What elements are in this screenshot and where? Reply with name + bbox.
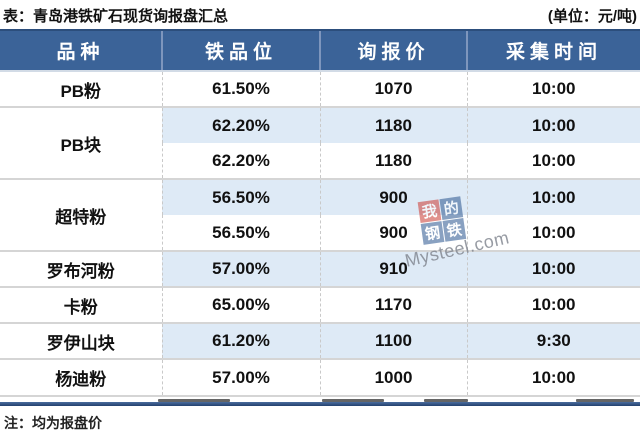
price-cell: 910 — [319, 250, 467, 287]
grade-cell: 56.50% — [161, 215, 320, 251]
price-cell: 1180 — [319, 143, 467, 179]
table-title: 表：青岛港铁矿石现货询报盘汇总 — [3, 8, 229, 25]
price-cell: 900 — [319, 215, 467, 251]
grade-cell: 61.50% — [161, 71, 320, 107]
clipped-text-fragment — [424, 399, 468, 402]
time-cell: 10:00 — [466, 143, 640, 179]
table-row: 杨迪粉 57.00% 1000 10:00 — [0, 358, 640, 395]
price-cell: 1000 — [319, 358, 467, 395]
variety-cell: 超特粉 — [0, 178, 162, 251]
price-cell: 1070 — [319, 71, 467, 107]
grade-cell: 65.00% — [161, 286, 320, 323]
time-cell: 10:00 — [466, 71, 640, 107]
header-variety: 品种 — [0, 29, 162, 72]
table-row: 罗伊山块 61.20% 1100 9:30 — [0, 322, 640, 359]
price-cell: 1100 — [319, 322, 467, 359]
clipped-text-fragment — [322, 399, 384, 402]
price-cell: 900 — [319, 178, 467, 215]
header-grade: 铁品位 — [161, 29, 320, 72]
grade-cell: 56.50% — [161, 178, 320, 215]
clipped-text-fragment — [158, 399, 230, 402]
time-cell: 10:00 — [466, 250, 640, 287]
table-bottom-border — [0, 402, 640, 406]
time-cell: 10:00 — [466, 178, 640, 215]
variety-cell: 罗布河粉 — [0, 250, 162, 287]
grade-cell: 62.20% — [161, 143, 320, 179]
grade-cell: 62.20% — [161, 106, 320, 143]
header-time: 采集时间 — [466, 29, 640, 72]
table-row: 超特粉 56.50% 900 10:00 — [0, 178, 640, 251]
unit-label: (单位：元/吨) — [547, 8, 637, 25]
variety-cell: 杨迪粉 — [0, 358, 162, 395]
price-cell: 1180 — [319, 106, 467, 143]
price-table-body: PB粉 61.50% 1070 10:00 PB块 62.20% 1180 10:00 62.2… — [0, 71, 640, 395]
variety-cell: PB块 — [0, 106, 162, 179]
clipped-text-fragment — [576, 399, 634, 402]
clipped-row — [0, 395, 640, 402]
footnote: 注：均为报盘价 — [4, 415, 102, 431]
table-row: PB粉 61.50% 1070 10:00 — [0, 71, 640, 107]
table-row: 62.20% 1180 10:00 — [0, 143, 640, 179]
table-row: PB块 62.20% 1180 10:00 — [0, 106, 640, 179]
time-cell: 9:30 — [466, 322, 640, 359]
time-cell: 10:00 — [466, 215, 640, 251]
variety-cell: 卡粉 — [0, 286, 162, 323]
grade-cell: 57.00% — [161, 358, 320, 395]
price-table: 品种 铁品位 询报价 采集时间 PB粉 61.50% 1070 10:00 PB块 62.… — [0, 29, 640, 395]
grade-cell: 61.20% — [161, 322, 320, 359]
table-header: 品种 铁品位 询报价 采集时间 — [0, 29, 640, 72]
header-price: 询报价 — [319, 29, 467, 72]
price-cell: 1170 — [319, 286, 467, 323]
variety-cell: PB粉 — [0, 71, 162, 107]
time-cell: 10:00 — [466, 358, 640, 395]
table-row: 罗布河粉 57.00% 910 10:00 — [0, 250, 640, 287]
time-cell: 10:00 — [466, 106, 640, 143]
title-bar: 表：青岛港铁矿石现货询报盘汇总 (单位：元/吨) — [0, 0, 640, 29]
variety-cell: 罗伊山块 — [0, 322, 162, 359]
time-cell: 10:00 — [466, 286, 640, 323]
grade-cell: 57.00% — [161, 250, 320, 287]
table-row: 卡粉 65.00% 1170 10:00 — [0, 286, 640, 323]
